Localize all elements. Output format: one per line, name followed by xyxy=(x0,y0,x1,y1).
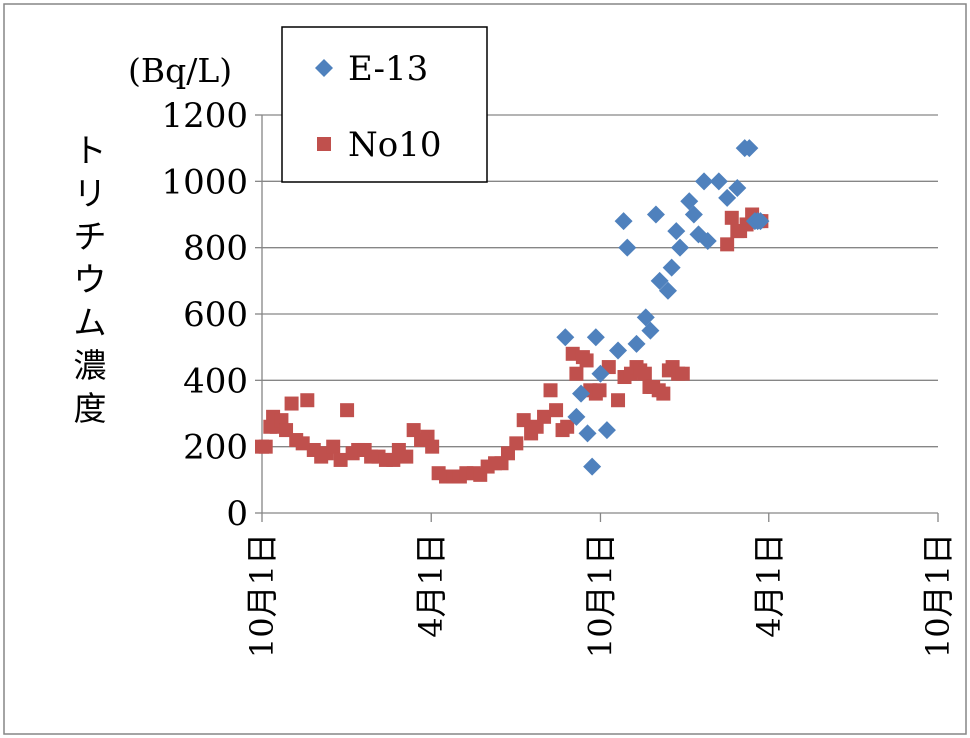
data-point xyxy=(614,212,633,231)
x-tick-label: 10月1日 xyxy=(581,533,619,658)
data-point xyxy=(295,436,310,451)
data-point xyxy=(698,232,717,251)
data-point xyxy=(586,328,605,347)
data-point xyxy=(592,383,607,398)
y-tick-label: 800 xyxy=(183,229,248,269)
x-tick-label: 10月1日 xyxy=(243,533,281,658)
legend-label: E-13 xyxy=(348,49,428,89)
x-tick-label: 4月1日 xyxy=(412,533,450,638)
data-point xyxy=(333,452,348,467)
data-point xyxy=(567,407,586,426)
y-axis-label-char: ム xyxy=(74,303,107,342)
unit-label: (Bq/L) xyxy=(128,51,232,90)
data-point xyxy=(684,205,703,224)
y-tick-label: 1000 xyxy=(161,162,248,202)
x-tick-label: 10月1日 xyxy=(919,533,957,658)
x-tick-label: 4月1日 xyxy=(750,533,788,638)
y-tick-label: 600 xyxy=(183,295,248,335)
data-point xyxy=(656,386,671,401)
data-point xyxy=(740,139,759,158)
data-point xyxy=(650,271,669,290)
data-point xyxy=(670,238,689,257)
data-point xyxy=(658,281,677,300)
data-point xyxy=(537,409,552,424)
data-points xyxy=(255,139,770,484)
data-point xyxy=(399,449,414,464)
data-point xyxy=(583,457,602,476)
data-point xyxy=(578,424,597,443)
data-point xyxy=(662,258,681,277)
data-point xyxy=(609,341,628,360)
data-point xyxy=(579,353,594,368)
legend: E-13 No10 xyxy=(281,26,488,183)
data-point xyxy=(709,172,728,191)
data-point xyxy=(516,413,531,428)
data-point xyxy=(509,436,524,451)
data-point xyxy=(718,188,737,207)
y-axis-label-char: 濃 xyxy=(74,346,107,385)
data-point xyxy=(720,237,735,252)
y-axis-label-char: リ xyxy=(74,174,107,213)
y-axis-label-char: チ xyxy=(74,217,107,256)
y-axis-label-char: ウ xyxy=(74,260,107,299)
data-point xyxy=(611,393,626,408)
data-point xyxy=(751,212,770,231)
data-point xyxy=(258,439,273,454)
data-point xyxy=(627,334,646,353)
legend-marker xyxy=(315,59,333,77)
data-point xyxy=(618,238,637,257)
data-point xyxy=(637,366,652,381)
data-point xyxy=(284,396,299,411)
legend-label: No10 xyxy=(348,125,441,165)
tick-labels: 0 200 400 600 800 1000 1200 10月1日 4月1日 10月1日 4月1日 1… xyxy=(161,96,957,658)
data-point xyxy=(675,366,690,381)
data-point xyxy=(560,419,575,434)
data-point xyxy=(572,384,591,403)
data-point xyxy=(340,403,355,418)
data-point xyxy=(724,210,739,225)
y-tick-label: 400 xyxy=(183,361,248,401)
data-point xyxy=(326,439,341,454)
data-point xyxy=(667,222,686,241)
data-point xyxy=(425,439,440,454)
legend-marker xyxy=(317,137,331,151)
y-tick-label: 0 xyxy=(226,494,248,534)
data-point xyxy=(543,383,558,398)
data-point xyxy=(569,366,584,381)
data-point xyxy=(591,364,610,383)
data-point xyxy=(646,205,665,224)
y-axis-label-char: ト xyxy=(74,131,107,170)
data-point xyxy=(597,421,616,440)
data-point xyxy=(641,321,660,340)
legend-box xyxy=(281,26,488,183)
data-point xyxy=(549,403,564,418)
y-tick-label: 1200 xyxy=(161,96,248,136)
data-point xyxy=(300,393,315,408)
data-point xyxy=(728,178,747,197)
data-point xyxy=(695,172,714,191)
y-tick-label: 200 xyxy=(183,428,248,468)
y-axis-label-char: 度 xyxy=(74,389,107,428)
data-point xyxy=(556,328,575,347)
